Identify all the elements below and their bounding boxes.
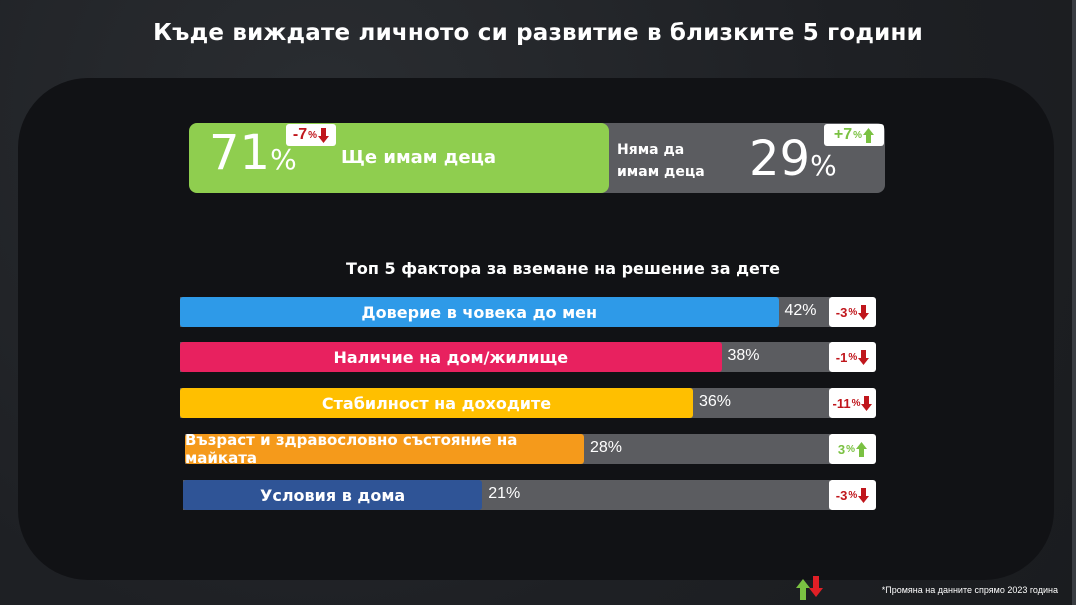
arrow-down-icon: [858, 349, 870, 365]
factor-value-label: 36%: [699, 393, 732, 410]
children-split-bar: 71% Ще имам деца -7% Няма да имам деца 2…: [189, 123, 885, 193]
legend-up-arrow: [796, 579, 810, 600]
factor-label: Условия в дома: [260, 485, 406, 505]
change-badge: -11%: [829, 388, 876, 418]
children-label: Ще имам деца: [341, 147, 497, 168]
factor-bar: Доверие в човека до мен: [180, 297, 779, 327]
children-segment: [189, 123, 609, 193]
change-value: -3: [835, 304, 848, 320]
factors-subtitle: Топ 5 фактора за вземане на решение за д…: [346, 259, 780, 278]
arrow-down-icon: [318, 127, 330, 143]
factor-value-label: 42%: [784, 302, 817, 319]
change-unit: %: [846, 443, 856, 455]
factor-bar: Възраст и здравословно състояние на майк…: [185, 431, 584, 467]
change-unit: %: [848, 489, 858, 501]
no-children-delta-badge: +7%: [824, 124, 884, 146]
arrow-up-icon: [856, 441, 868, 457]
slide-title: Къде виждате личното си развитие в близк…: [153, 20, 923, 46]
factor-value-label: 38%: [727, 347, 760, 364]
factor-bar: Стабилност на доходите: [180, 388, 693, 418]
change-value: 3: [837, 441, 846, 457]
factor-label: Наличие на дом/жилище: [333, 347, 569, 367]
change-unit: %: [848, 306, 858, 318]
factor-value-label: 21%: [488, 485, 521, 502]
footnote: *Промяна на данните спрямо 2023 година: [881, 585, 1058, 595]
factor-bar: Условия в дома: [183, 480, 483, 510]
children-delta-value: -7: [292, 126, 308, 143]
children-delta-badge: -7%: [286, 124, 336, 146]
change-badge: -3%: [829, 480, 876, 510]
no-children-delta-value: +7: [833, 126, 853, 143]
factor-label: Доверие в човека до мен: [361, 302, 598, 322]
factor-label: Стабилност на доходите: [321, 393, 552, 413]
legend-down-arrow: [809, 576, 823, 597]
arrow-up-icon: [863, 127, 875, 143]
factor-bar: Наличие на дом/жилище: [180, 342, 722, 372]
factor-label: Възраст и здравословно състояние на майк…: [185, 431, 518, 467]
arrow-down-icon: [858, 304, 870, 320]
change-value: -3: [835, 487, 848, 503]
factor-value-label: 28%: [590, 439, 623, 456]
change-badge: 3%: [829, 434, 876, 464]
change-unit: %: [851, 397, 861, 409]
change-legend-icon: [796, 576, 823, 600]
change-value: -11: [832, 395, 851, 411]
no-children-percent: 29%: [749, 131, 837, 187]
children-percent: 71%: [209, 125, 297, 181]
change-value: -1: [835, 349, 848, 365]
change-unit: %: [848, 351, 858, 363]
arrow-down-icon: [861, 395, 873, 411]
change-badge: -3%: [829, 297, 876, 327]
change-badge: -1%: [829, 342, 876, 372]
no-children-label: Няма да имам деца: [617, 142, 705, 180]
arrow-down-icon: [858, 487, 870, 503]
